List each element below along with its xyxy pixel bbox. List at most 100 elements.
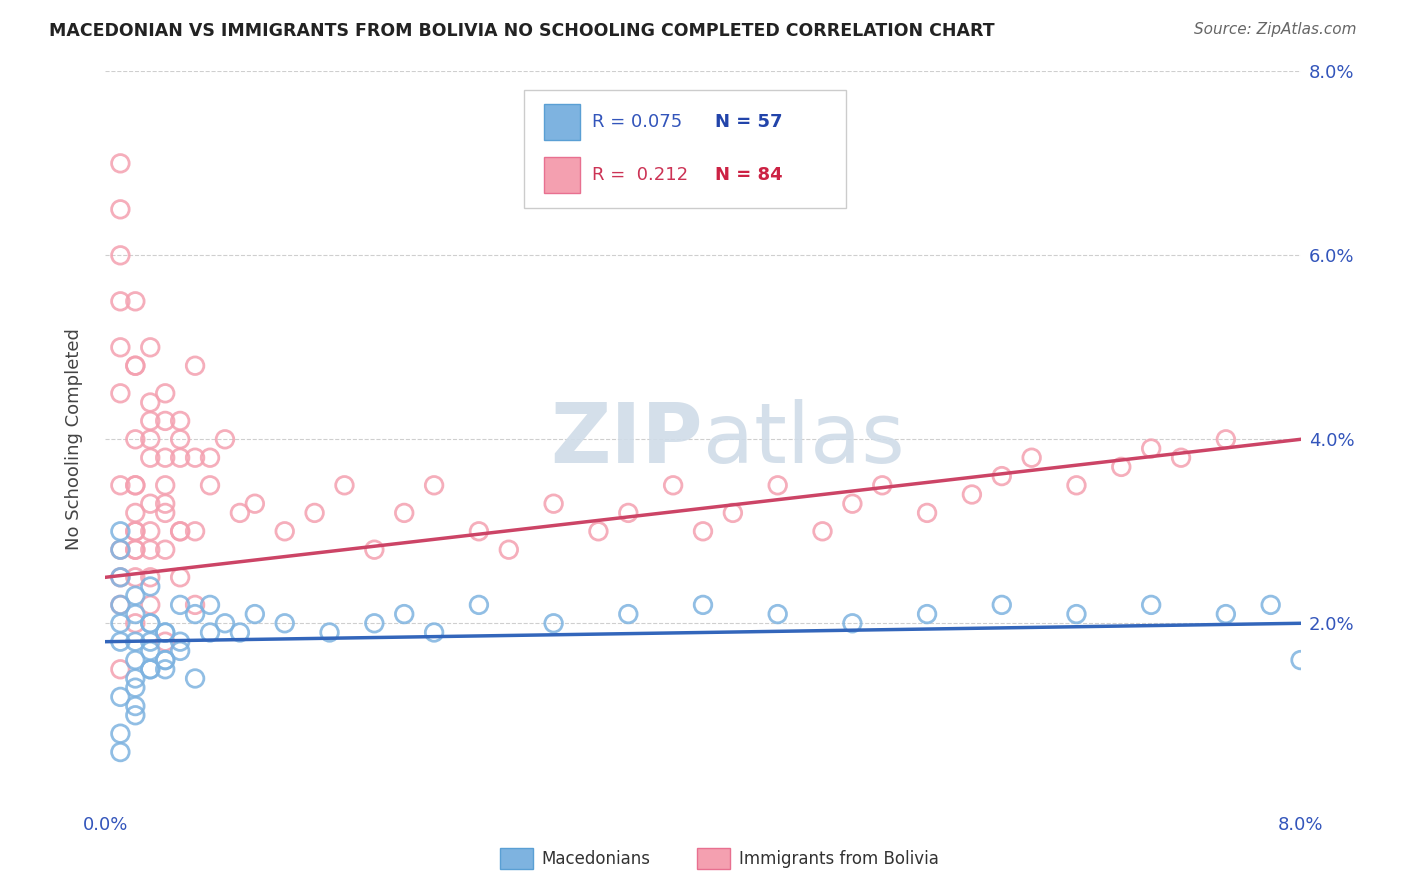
Point xyxy=(304,506,326,520)
Point xyxy=(139,497,162,511)
Text: R = 0.075: R = 0.075 xyxy=(592,113,682,131)
Point xyxy=(243,497,266,511)
Point xyxy=(139,580,162,594)
Point xyxy=(139,570,162,584)
Point xyxy=(153,386,177,401)
Point xyxy=(662,478,685,492)
Point xyxy=(124,570,146,584)
Point xyxy=(423,478,446,492)
Point xyxy=(124,542,146,557)
Point xyxy=(169,598,191,612)
Point xyxy=(543,616,565,631)
Point xyxy=(1260,598,1282,612)
Point xyxy=(392,506,416,520)
Point xyxy=(139,662,162,676)
Point xyxy=(139,662,162,676)
Point xyxy=(153,506,177,520)
Point xyxy=(169,644,191,658)
Point xyxy=(990,598,1012,612)
Point xyxy=(153,653,177,667)
Text: Immigrants from Bolivia: Immigrants from Bolivia xyxy=(740,850,939,868)
Point xyxy=(214,616,236,631)
Point xyxy=(273,524,295,539)
Point xyxy=(169,634,191,648)
Point xyxy=(124,607,146,621)
Point xyxy=(110,202,132,217)
Bar xyxy=(544,104,579,140)
Point xyxy=(184,359,207,373)
Point xyxy=(990,469,1012,483)
Point xyxy=(124,708,146,723)
Point xyxy=(692,598,714,612)
Point xyxy=(1066,478,1088,492)
Text: Macedonians: Macedonians xyxy=(541,850,651,868)
Point xyxy=(124,681,146,695)
Point xyxy=(960,487,983,501)
Point xyxy=(198,598,221,612)
FancyBboxPatch shape xyxy=(524,90,846,208)
Point xyxy=(153,414,177,428)
Point xyxy=(184,450,207,465)
Point xyxy=(139,542,162,557)
Point xyxy=(198,450,221,465)
Point xyxy=(841,497,863,511)
Point xyxy=(124,478,146,492)
Text: ZIP: ZIP xyxy=(551,399,703,480)
Point xyxy=(721,506,744,520)
Point xyxy=(124,524,146,539)
Point xyxy=(124,506,146,520)
Point xyxy=(139,616,162,631)
Point xyxy=(110,598,132,612)
Text: Source: ZipAtlas.com: Source: ZipAtlas.com xyxy=(1194,22,1357,37)
Point xyxy=(617,607,640,621)
Point xyxy=(229,506,252,520)
Point xyxy=(153,542,177,557)
Point xyxy=(214,433,236,447)
Point xyxy=(766,607,789,621)
Point xyxy=(184,598,207,612)
Point xyxy=(198,478,221,492)
Point xyxy=(139,598,162,612)
Point xyxy=(543,497,565,511)
Point xyxy=(1140,442,1163,456)
Point xyxy=(243,607,266,621)
Point xyxy=(915,607,938,621)
Bar xyxy=(501,848,533,869)
Point xyxy=(110,745,132,759)
Point xyxy=(110,156,132,170)
Point xyxy=(184,607,207,621)
Point xyxy=(124,433,146,447)
Point xyxy=(423,625,446,640)
Point xyxy=(169,433,191,447)
Point xyxy=(870,478,894,492)
Point xyxy=(124,699,146,714)
Point xyxy=(110,634,132,648)
Point xyxy=(110,570,132,584)
Bar xyxy=(697,848,731,869)
Point xyxy=(110,294,132,309)
Point xyxy=(110,570,132,584)
Point xyxy=(915,506,938,520)
Point xyxy=(124,542,146,557)
Point xyxy=(124,359,146,373)
Point xyxy=(184,672,207,686)
Point xyxy=(139,524,162,539)
Point xyxy=(110,726,132,740)
Point xyxy=(139,634,162,648)
Text: R =  0.212: R = 0.212 xyxy=(592,166,688,184)
Text: N = 84: N = 84 xyxy=(716,166,783,184)
Bar xyxy=(544,158,579,193)
Point xyxy=(124,672,146,686)
Point xyxy=(841,616,863,631)
Y-axis label: No Schooling Completed: No Schooling Completed xyxy=(65,328,83,550)
Point xyxy=(498,542,520,557)
Point xyxy=(124,294,146,309)
Point xyxy=(273,616,295,631)
Point xyxy=(169,524,191,539)
Point xyxy=(110,386,132,401)
Point xyxy=(169,450,191,465)
Point xyxy=(110,598,132,612)
Point xyxy=(588,524,610,539)
Point xyxy=(110,542,132,557)
Point xyxy=(139,644,162,658)
